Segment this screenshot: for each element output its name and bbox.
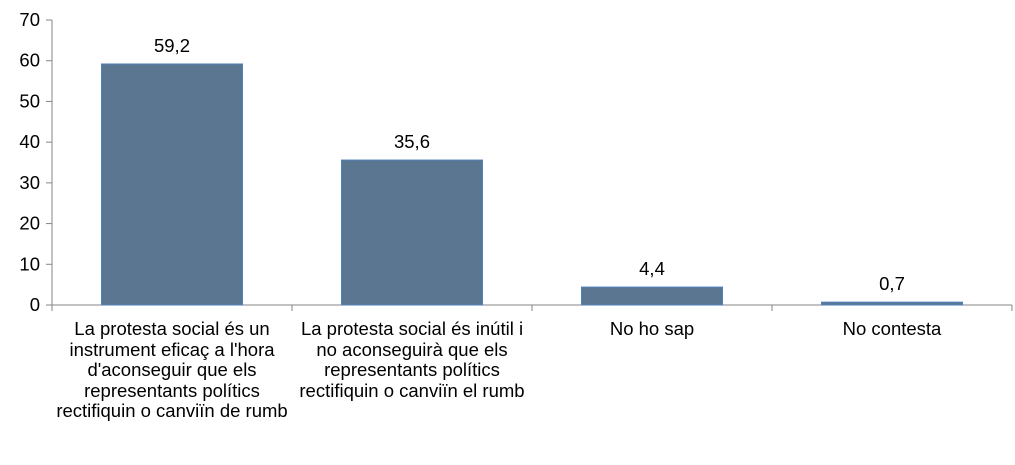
bar-value-label: 35,6	[394, 131, 430, 152]
y-tick-label: 10	[19, 253, 40, 274]
y-tick-label: 50	[19, 90, 40, 111]
bar	[101, 63, 243, 306]
data-labels-layer: 59,2 35,6 4,4 0,7	[154, 35, 905, 294]
bars-layer	[101, 63, 963, 306]
y-tick-label: 40	[19, 131, 40, 152]
x-category-label: No contesta	[842, 318, 942, 339]
y-tick-label: 0	[30, 294, 40, 315]
bar-value-label: 4,4	[639, 258, 665, 279]
y-tick-label: 60	[19, 50, 40, 71]
x-category-label: No ho sap	[609, 318, 695, 339]
x-category-label: La protesta social és un instrument efic…	[56, 318, 288, 421]
y-tick-label: 30	[19, 172, 40, 193]
bar-value-label: 59,2	[154, 35, 190, 56]
bar	[581, 286, 723, 306]
x-category-label: La protesta social és inútil i no aconse…	[299, 318, 525, 401]
y-tick-label: 70	[19, 9, 40, 30]
bar	[821, 301, 963, 306]
bar-value-label: 0,7	[879, 273, 905, 294]
y-tick-label: 20	[19, 213, 40, 234]
bar	[341, 159, 483, 306]
